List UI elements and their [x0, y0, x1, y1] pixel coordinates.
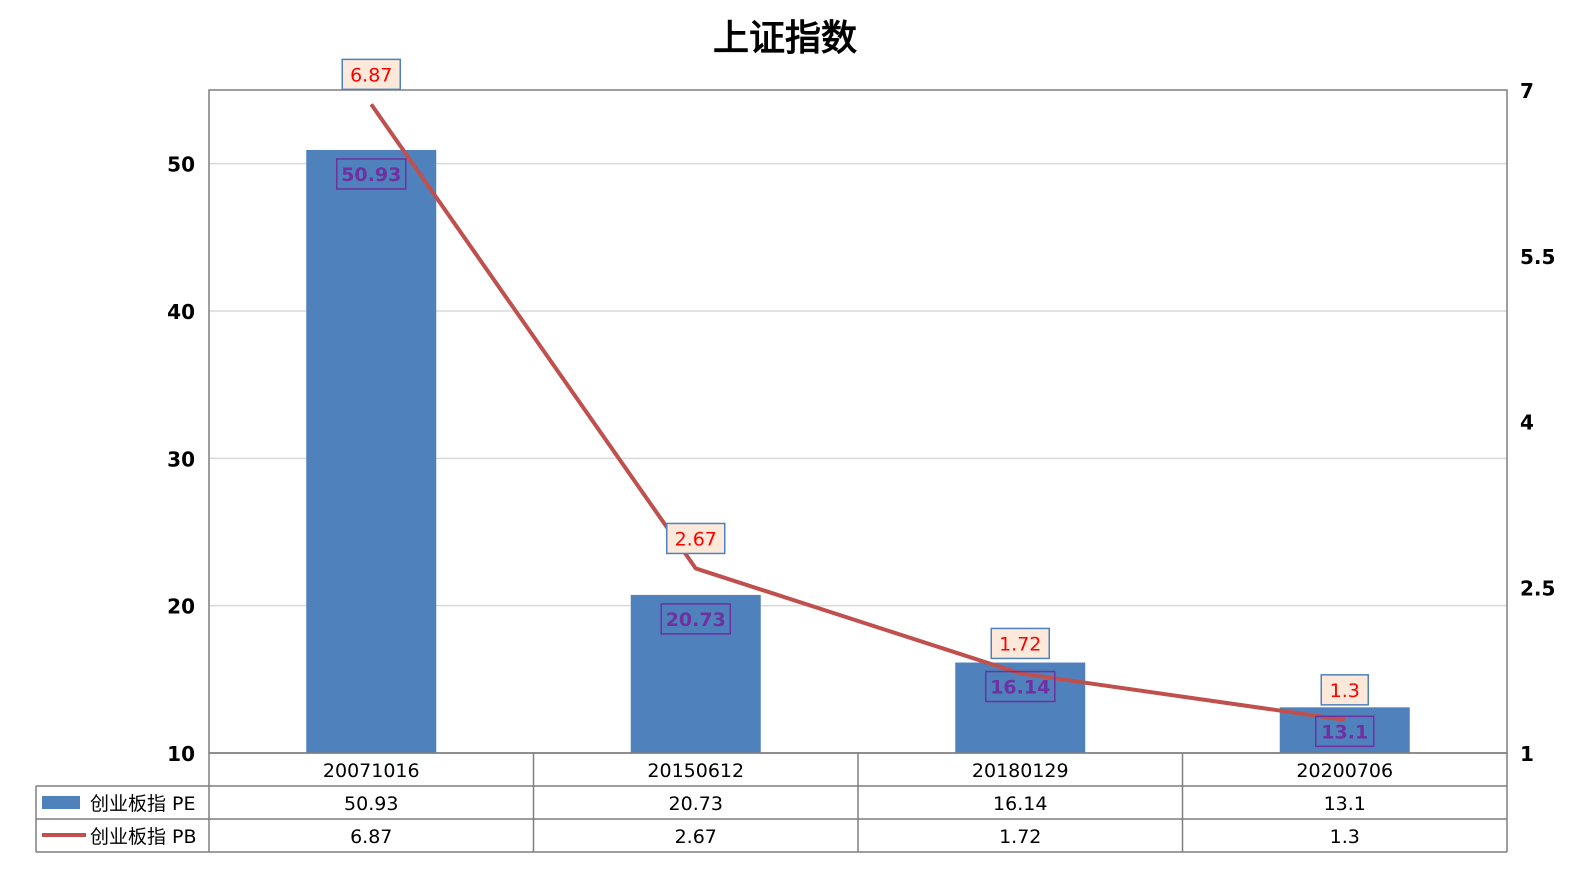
pe-data-label-box	[985, 670, 1056, 703]
pe-data-label-text: 16.14	[990, 677, 1050, 699]
right-y-axis: 1 2.5 4 5.5 7	[1520, 79, 1555, 766]
left-y-tick-label: 40	[167, 300, 195, 324]
table-cell-pb: 2.67	[675, 826, 717, 848]
pb-data-label-text: 2.67	[675, 528, 717, 550]
legend-key-pe	[42, 796, 80, 809]
pb-data-label: 1.3	[1320, 674, 1369, 706]
pb-data-label-box	[666, 522, 726, 555]
pe-data-label-text: 50.93	[341, 164, 401, 186]
pb-line	[369, 103, 1346, 722]
pe-bar	[630, 594, 761, 753]
table-cell-pb: 1.3	[1330, 826, 1360, 848]
pe-data-label: 20.73	[660, 603, 731, 635]
x-category-label: 20200706	[1296, 760, 1393, 782]
pe-bars	[306, 149, 1410, 753]
pb-data-label-box	[990, 627, 1050, 660]
pb-point	[1019, 672, 1021, 674]
pb-data-label-box	[341, 58, 401, 91]
pe-data-label-text: 20.73	[666, 609, 726, 631]
left-y-tick-label: 10	[167, 742, 195, 766]
right-y-tick-label: 5.5	[1520, 245, 1555, 269]
pb-line-series	[369, 103, 1346, 722]
pb-data-label-text: 1.3	[1330, 680, 1360, 702]
pe-data-label: 50.93	[336, 158, 407, 190]
table-cell-pe: 13.1	[1324, 793, 1366, 815]
left-y-tick-label: 50	[167, 153, 195, 177]
left-y-tick-label: 30	[167, 447, 195, 471]
right-y-tick-label: 7	[1520, 79, 1534, 103]
x-category-label: 20180129	[972, 760, 1069, 782]
pb-data-label-text: 6.87	[350, 64, 392, 86]
table-cell-pe: 16.14	[993, 793, 1047, 815]
right-y-tick-label: 1	[1520, 742, 1534, 766]
legend-label-pb: 创业板指 PB	[90, 826, 197, 848]
pe-data-label-text: 13.1	[1321, 721, 1368, 743]
pb-point	[1344, 719, 1346, 721]
data-labels: 50.93 20.73 16.14 13.1 6.87 2.67 1.72 1.3	[336, 58, 1375, 748]
pe-data-label: 16.14	[985, 670, 1056, 703]
pb-data-label: 6.87	[341, 58, 401, 91]
pb-data-label-text: 1.72	[999, 633, 1041, 655]
x-category-label: 20150612	[647, 760, 744, 782]
left-y-axis: 10 20 30 40 50	[167, 153, 195, 766]
table-cell-pb: 6.87	[350, 826, 392, 848]
x-category-label: 20071016	[323, 760, 420, 782]
pe-bar	[306, 149, 437, 753]
pe-data-label-box	[660, 603, 731, 635]
pe-data-label-box	[1315, 715, 1375, 748]
table-cell-pe: 50.93	[344, 793, 398, 815]
pb-data-label: 1.72	[990, 627, 1050, 660]
pb-data-label: 2.67	[666, 522, 726, 555]
pe-data-label: 13.1	[1315, 715, 1375, 748]
table-cell-pe: 20.73	[669, 793, 723, 815]
left-y-tick-label: 20	[167, 595, 195, 619]
pe-data-label-box	[336, 158, 407, 190]
right-y-tick-label: 2.5	[1520, 576, 1555, 600]
chart-title: 上证指数	[713, 17, 857, 59]
legend-label-pe: 创业板指 PE	[90, 793, 196, 815]
pe-bar	[955, 662, 1086, 753]
pb-point	[695, 567, 697, 569]
data-table: 20071016 20150612 20180129 20200706 50.93 20.…	[35, 752, 1508, 853]
pb-data-label-box	[1320, 674, 1369, 706]
table-cell-pb: 1.72	[999, 826, 1041, 848]
pb-point	[370, 103, 372, 105]
right-y-tick-label: 4	[1520, 411, 1534, 435]
